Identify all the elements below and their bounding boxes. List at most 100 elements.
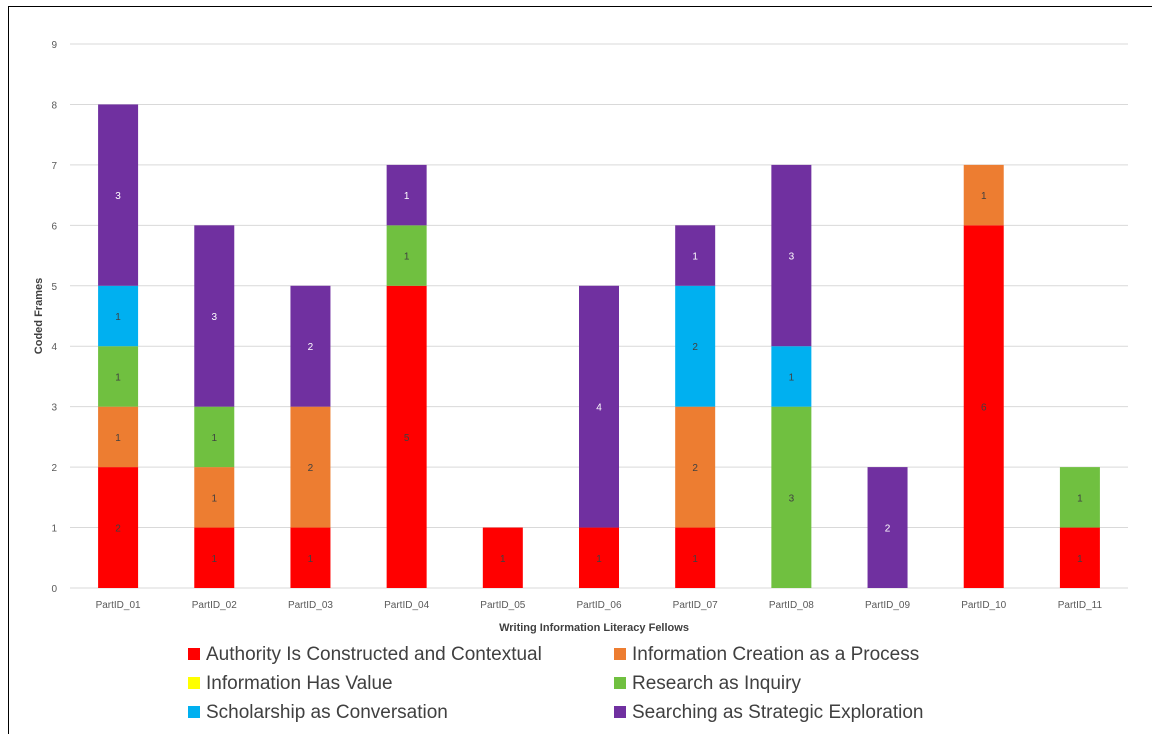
data-label: 1 — [115, 372, 121, 383]
data-label: 2 — [115, 524, 121, 535]
bars: 2 1 1 1 3 1 1 1 3 1 2 2 5 1 1 1 1 4 1 2 2 1 3 1 3 2 6 1 1 1 — [98, 104, 1100, 589]
bar-segment — [1059, 467, 1100, 528]
bar-segment — [290, 285, 331, 407]
data-label: 1 — [596, 554, 602, 565]
x-tick-label: PartID_02 — [192, 600, 237, 611]
data-label: 1 — [1077, 554, 1083, 565]
bar-segment — [482, 527, 523, 588]
data-label: 1 — [981, 191, 987, 202]
x-tick-label: PartID_07 — [673, 600, 718, 611]
y-tick-label: 7 — [51, 161, 57, 172]
data-label: 5 — [404, 433, 410, 444]
legend-swatch — [614, 648, 626, 660]
bar-segment — [98, 346, 139, 407]
bar-segment — [771, 346, 812, 407]
bar-segment — [675, 285, 716, 407]
data-label: 2 — [692, 463, 698, 474]
legend-item: Searching as Strategic Exploration — [614, 702, 924, 724]
bar-segment — [386, 285, 427, 588]
y-tick-label: 8 — [51, 100, 57, 111]
chart-frame — [8, 6, 1152, 734]
data-label: 1 — [1077, 493, 1083, 504]
bar-segment — [386, 164, 427, 226]
legend-swatch — [188, 706, 200, 718]
data-label: 1 — [308, 554, 314, 565]
data-label: 3 — [789, 252, 795, 263]
legend-label: Authority Is Constructed and Contextual — [206, 644, 542, 665]
x-tick-label: PartID_11 — [1058, 600, 1103, 611]
data-label: 1 — [789, 372, 795, 383]
bar-segment — [675, 406, 716, 528]
legend-swatch — [614, 706, 626, 718]
data-label: 1 — [211, 554, 217, 565]
legend-item: Research as Inquiry — [614, 673, 801, 695]
legend-label: Information Creation as a Process — [632, 644, 920, 665]
data-label: 1 — [211, 493, 217, 504]
y-tick-label: 3 — [51, 403, 57, 414]
legend-swatch — [188, 648, 200, 660]
bar-segment — [579, 285, 619, 528]
x-tick-label: PartID_03 — [288, 600, 333, 611]
x-axis-ticks: PartID_01 PartID_02 PartID_03 PartID_04 Part… — [96, 600, 1103, 611]
data-label: 1 — [500, 554, 506, 565]
x-axis-title: Writing Information Literacy Fellows — [499, 622, 689, 634]
x-tick-label: PartID_09 — [865, 600, 910, 611]
legend-label: Research as Inquiry — [632, 673, 801, 694]
data-label: 2 — [692, 342, 698, 353]
y-axis-ticks: 0 1 2 3 4 5 6 7 8 9 — [51, 40, 57, 595]
data-label: 1 — [692, 252, 698, 263]
x-tick-label: PartID_08 — [769, 600, 814, 611]
data-label: 2 — [308, 342, 314, 353]
x-tick-label: PartID_01 — [96, 600, 141, 611]
bar-segment — [98, 104, 139, 286]
data-label: 2 — [885, 524, 891, 535]
bar-segment — [98, 406, 139, 468]
legend-item: Authority Is Constructed and Contextual — [188, 644, 542, 666]
bar-segment — [867, 467, 908, 588]
bar-segment — [579, 527, 619, 588]
data-label: 1 — [404, 252, 410, 263]
bar-segment — [194, 225, 235, 407]
y-tick-label: 2 — [51, 463, 57, 474]
legend-label: Information Has Value — [206, 673, 393, 694]
legend-swatch — [188, 677, 200, 689]
legend-item: Scholarship as Conversation — [188, 702, 448, 724]
bar-segment — [194, 467, 235, 528]
bar-segment — [963, 164, 1004, 226]
legend-item: Information Creation as a Process — [614, 644, 919, 666]
data-label: 1 — [692, 554, 698, 565]
data-label: 3 — [211, 312, 217, 323]
bar-segment — [290, 527, 331, 588]
y-tick-label: 4 — [51, 342, 57, 353]
data-label: 2 — [308, 463, 314, 474]
bar-segment — [771, 164, 812, 347]
y-axis-title: Coded Frames — [33, 278, 45, 354]
y-tick-label: 6 — [51, 221, 57, 232]
bar-segment — [1059, 527, 1100, 588]
data-label: 1 — [115, 312, 121, 323]
x-tick-label: PartID_06 — [576, 600, 621, 611]
bar-segment — [98, 285, 139, 347]
legend-item: Information Has Value — [188, 673, 393, 695]
data-label: 3 — [115, 191, 121, 202]
bar-segment — [290, 406, 331, 528]
bar-segment — [771, 406, 812, 588]
y-tick-label: 0 — [51, 584, 57, 595]
data-label: 3 — [789, 493, 795, 504]
stacked-bar-chart: 0 1 2 3 4 5 6 7 8 9 2 1 1 1 3 1 1 1 3 1 2 2 5 1 1 1 1 4 1 2 2 1 3 1 3 2 6 1 1… — [33, 40, 1128, 634]
bar-segment — [675, 527, 716, 588]
data-label: 1 — [115, 433, 121, 444]
y-tick-label: 9 — [51, 40, 57, 51]
bar-segment — [963, 225, 1004, 589]
data-label: 1 — [404, 191, 410, 202]
legend-label: Scholarship as Conversation — [206, 702, 448, 723]
bar-segment — [675, 225, 716, 286]
bar-segment — [98, 467, 139, 588]
x-tick-label: PartID_05 — [480, 600, 525, 611]
data-label: 1 — [211, 433, 217, 444]
y-tick-label: 1 — [51, 524, 57, 535]
bar-segment — [194, 406, 235, 468]
y-tick-label: 5 — [51, 282, 57, 293]
bar-segment — [194, 527, 235, 588]
data-label: 4 — [596, 403, 602, 414]
